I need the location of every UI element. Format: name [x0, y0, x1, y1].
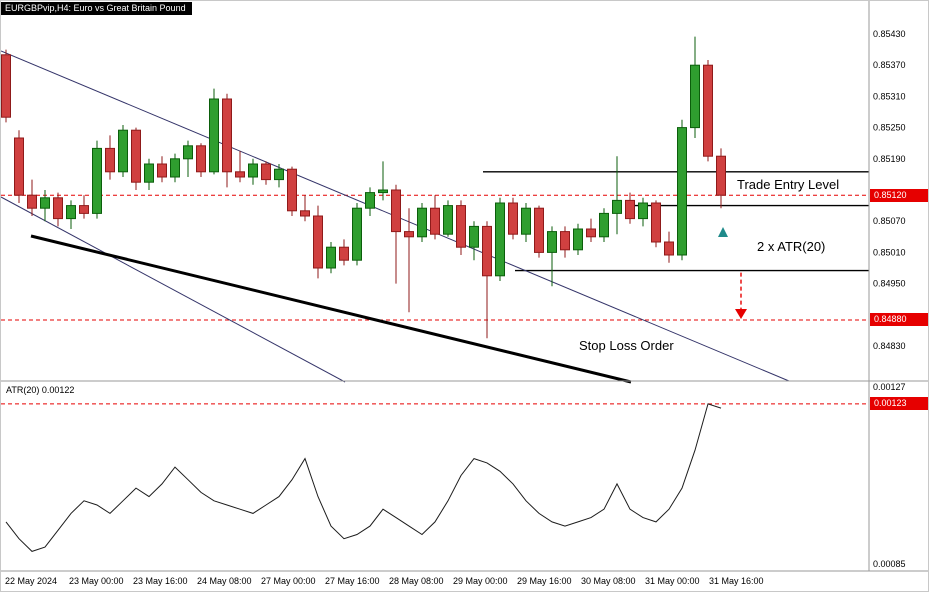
candle-bullish — [352, 207, 362, 261]
candle-bullish — [183, 145, 193, 160]
candle-bearish — [131, 129, 141, 183]
time-axis-label: 31 May 00:00 — [645, 576, 700, 586]
candle-bearish — [560, 231, 570, 251]
atr-indicator-label: ATR(20) 0.00122 — [6, 385, 75, 395]
time-axis-label: 28 May 08:00 — [389, 576, 444, 586]
candle-bearish — [287, 168, 297, 212]
candle-bearish — [716, 155, 726, 196]
candle-bearish — [105, 147, 115, 173]
candle-bullish — [599, 212, 609, 238]
price-axis-label: 0.85430 — [873, 29, 906, 39]
candle-bearish — [27, 194, 37, 209]
descending-trendline-thick[interactable] — [30, 234, 632, 384]
candle-bullish — [521, 207, 531, 235]
candle-bearish — [625, 199, 635, 220]
candle-bearish — [534, 207, 544, 253]
price-axis-label: 0.85370 — [873, 60, 906, 70]
candle-bullish — [469, 225, 479, 248]
candle-bearish — [79, 205, 89, 214]
candle-bullish — [443, 205, 453, 235]
price-axis-label: 0.85310 — [873, 91, 906, 101]
candle-bearish — [508, 202, 518, 235]
candle-bullish — [677, 127, 687, 256]
candle-bullish — [144, 163, 154, 183]
candle-bearish — [313, 215, 323, 269]
time-axis-label: 29 May 00:00 — [453, 576, 508, 586]
candle-bullish — [417, 207, 427, 238]
candle-bullish — [118, 129, 128, 173]
candle-bullish — [638, 202, 648, 220]
price-axis-label: 0.85190 — [873, 154, 906, 164]
candle-bearish — [222, 98, 232, 173]
candle-bullish — [690, 64, 700, 129]
candle-bearish — [456, 205, 466, 248]
price-axis-label: 0.85010 — [873, 247, 906, 257]
candle-bullish — [378, 189, 388, 194]
candle-bullish — [66, 205, 76, 220]
time-axis-label: 23 May 16:00 — [133, 576, 188, 586]
candle-bearish — [300, 210, 310, 217]
price-axis-label: 0.84830 — [873, 341, 906, 351]
candle-bearish — [157, 163, 167, 178]
candle-bearish — [261, 163, 271, 181]
candle-bullish — [573, 228, 583, 251]
candle-bearish — [703, 64, 713, 157]
time-axis-label: 29 May 16:00 — [517, 576, 572, 586]
trade-entry-annotation: Trade Entry Level — [737, 177, 840, 192]
descending-trendline-inner[interactable] — [1, 196, 346, 383]
candle-bearish — [1, 54, 11, 118]
stop-distance-arrow-head-icon — [735, 309, 747, 319]
candle-bullish — [547, 231, 557, 253]
price-axis-label: 0.84950 — [873, 279, 906, 289]
candle-bearish — [586, 228, 596, 238]
stop-loss-annotation: Stop Loss Order — [579, 338, 674, 353]
time-axis-label: 27 May 16:00 — [325, 576, 380, 586]
candle-bullish — [365, 192, 375, 209]
candle-bullish — [612, 199, 622, 214]
time-axis-label: 23 May 00:00 — [69, 576, 124, 586]
candle-bullish — [274, 168, 284, 181]
candle-bullish — [248, 163, 258, 178]
candle-bearish — [391, 189, 401, 233]
stop-loss-price-badge: 0.84880 — [870, 313, 928, 326]
candle-bearish — [235, 171, 245, 178]
candle-bearish — [430, 207, 440, 235]
candle-bearish — [339, 246, 349, 261]
atr-axis-label: 0.00127 — [873, 382, 906, 392]
atr-range-annotation: 2 x ATR(20) — [757, 239, 826, 254]
entry-marker-icon — [718, 227, 728, 237]
price-axis-label: 0.85070 — [873, 216, 906, 226]
time-axis-label: 22 May 2024 — [5, 576, 57, 586]
chart-title: EURGBPvip,H4: Euro vs Great Britain Poun… — [1, 2, 192, 15]
candle-bearish — [53, 197, 63, 220]
candle-bearish — [14, 137, 24, 196]
price-axis-label: 0.85250 — [873, 123, 906, 133]
candle-bearish — [664, 241, 674, 256]
atr-line — [5, 403, 722, 552]
candle-bearish — [482, 225, 492, 277]
atr-axis-label: 0.00085 — [873, 559, 906, 569]
candle-bullish — [40, 197, 50, 209]
time-axis-label: 31 May 16:00 — [709, 576, 764, 586]
candle-bullish — [170, 158, 180, 178]
candle-bullish — [326, 246, 336, 269]
candle-bullish — [92, 147, 102, 214]
time-axis-label: 24 May 08:00 — [197, 576, 252, 586]
candle-bullish — [495, 202, 505, 277]
time-axis-label: 30 May 08:00 — [581, 576, 636, 586]
candle-bearish — [651, 202, 661, 243]
atr-value-badge: 0.00123 — [870, 397, 928, 410]
current-price-badge: 0.85120 — [870, 189, 928, 202]
candle-bearish — [196, 145, 206, 173]
candle-bullish — [209, 98, 219, 173]
candle-bearish — [404, 231, 414, 238]
time-axis-label: 27 May 00:00 — [261, 576, 316, 586]
